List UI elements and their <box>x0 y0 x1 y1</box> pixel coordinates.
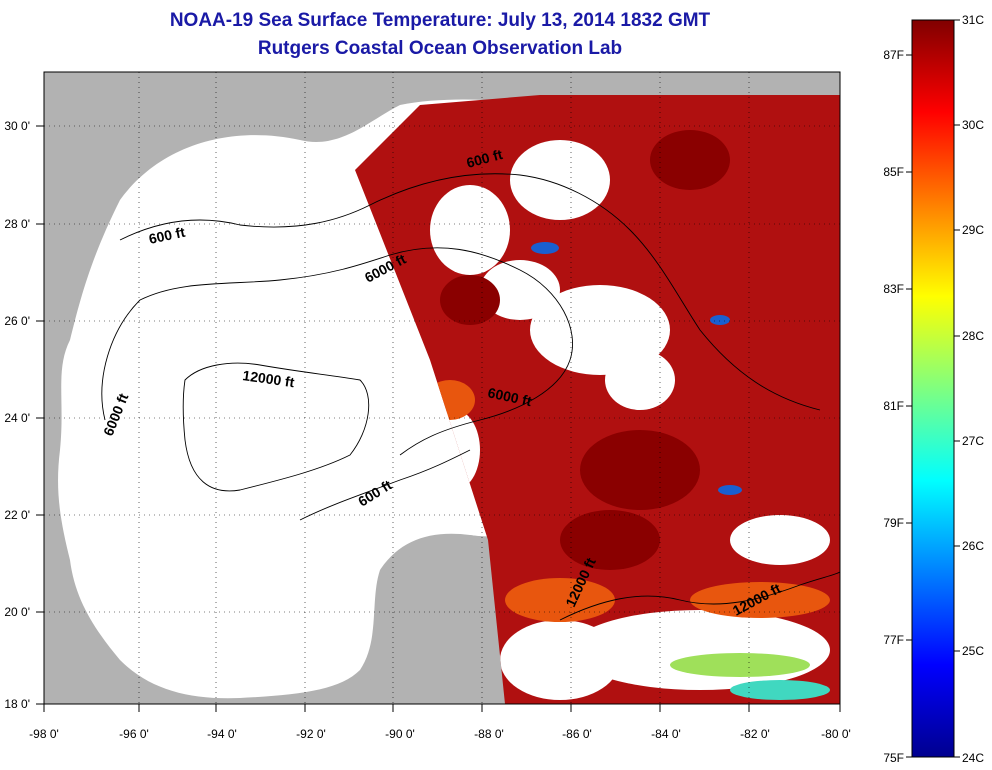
blue-patch <box>718 485 742 495</box>
colorbar-label-f: 83F <box>883 282 904 296</box>
hot-patch <box>580 430 700 510</box>
lat-tick-label: 30 0' <box>4 119 30 133</box>
contour-label: 600 ft <box>147 224 186 247</box>
blue-patch <box>531 242 559 254</box>
lon-tick-label: -98 0' <box>29 727 59 741</box>
map-title: NOAA-19 Sea Surface Temperature: July 13… <box>169 10 711 31</box>
lon-tick-label: -92 0' <box>296 727 326 741</box>
orange-patch <box>505 578 615 622</box>
cloud-patch <box>730 515 830 565</box>
lat-tick-label: 22 0' <box>4 508 30 522</box>
cloud-patch <box>605 350 675 410</box>
colorbar-label-f: 85F <box>883 165 904 179</box>
colorbar-label-f: 75F <box>883 751 904 765</box>
lat-tick-label: 20 0' <box>4 605 30 619</box>
orange-patch <box>690 582 830 618</box>
colorbar-label-f: 79F <box>883 516 904 530</box>
lat-tick-label: 24 0' <box>4 411 30 425</box>
contour-6000ft <box>101 247 573 456</box>
hot-patch <box>560 510 660 570</box>
lon-tick-label: -96 0' <box>119 727 149 741</box>
green-patch <box>670 653 810 677</box>
map-subtitle: Rutgers Coastal Ocean Observation Lab <box>257 38 623 59</box>
cyan-patch <box>730 680 830 700</box>
hot-patch <box>440 275 500 325</box>
cloud-patch <box>510 140 610 220</box>
plot-area: 600 ft 6000 ft 12000 ft 600 ft 6000 ft 6… <box>44 72 840 704</box>
lon-tick-label: -94 0' <box>207 727 237 741</box>
colorbar-label-c: 27C <box>962 434 984 448</box>
lon-tick-label: -80 0' <box>821 727 851 741</box>
colorbar-label-c: 28C <box>962 329 984 343</box>
contour-600ft <box>119 173 821 411</box>
lon-tick-label: -86 0' <box>562 727 592 741</box>
cloud-patch <box>480 260 560 320</box>
bathymetry-contours <box>101 173 840 621</box>
latitude-axis: 30 0' 28 0' 26 0' 24 0' 22 0' 20 0' 18 0… <box>4 119 30 711</box>
colorbar-label-f: 87F <box>883 48 904 62</box>
lon-tick-label: -84 0' <box>651 727 681 741</box>
colorbar-label-c: 30C <box>962 118 984 132</box>
colorbar-ticks <box>906 19 960 758</box>
contour-label: 12000 ft <box>242 367 296 390</box>
contour-12000ft-caribbean <box>559 571 840 621</box>
colorbar-label-c: 25C <box>962 644 984 658</box>
lon-tick-label: -82 0' <box>740 727 770 741</box>
colorbar-label-f: 81F <box>883 399 904 413</box>
colorbar-label-c: 29C <box>962 223 984 237</box>
blue-patch <box>710 315 730 325</box>
colorbar-label-c: 26C <box>962 539 984 553</box>
grid-lines <box>44 72 840 704</box>
colorbar-label-f: 77F <box>883 633 904 647</box>
lat-tick-label: 18 0' <box>4 697 30 711</box>
contour-12000ft <box>182 362 370 492</box>
axis-ticks <box>36 125 841 712</box>
longitude-axis: -98 0' -96 0' -94 0' -92 0' -90 0' -88 0… <box>29 727 851 741</box>
colorbar-label-c: 31C <box>962 13 984 27</box>
cloud-patch <box>430 185 510 275</box>
colorbar: 31C 30C 29C 28C 27C 26C 25C 24C 87F 85F … <box>883 13 984 765</box>
lon-tick-label: -88 0' <box>474 727 504 741</box>
colorbar-gradient <box>911 19 955 758</box>
contour-600ft-yucatan <box>299 449 471 521</box>
lon-tick-label: -90 0' <box>385 727 415 741</box>
lat-tick-label: 26 0' <box>4 314 30 328</box>
lat-tick-label: 28 0' <box>4 217 30 231</box>
cloud-patch <box>500 620 620 700</box>
plot-frame <box>43 71 841 705</box>
colorbar-label-c: 24C <box>962 751 984 765</box>
hot-patch <box>650 130 730 190</box>
